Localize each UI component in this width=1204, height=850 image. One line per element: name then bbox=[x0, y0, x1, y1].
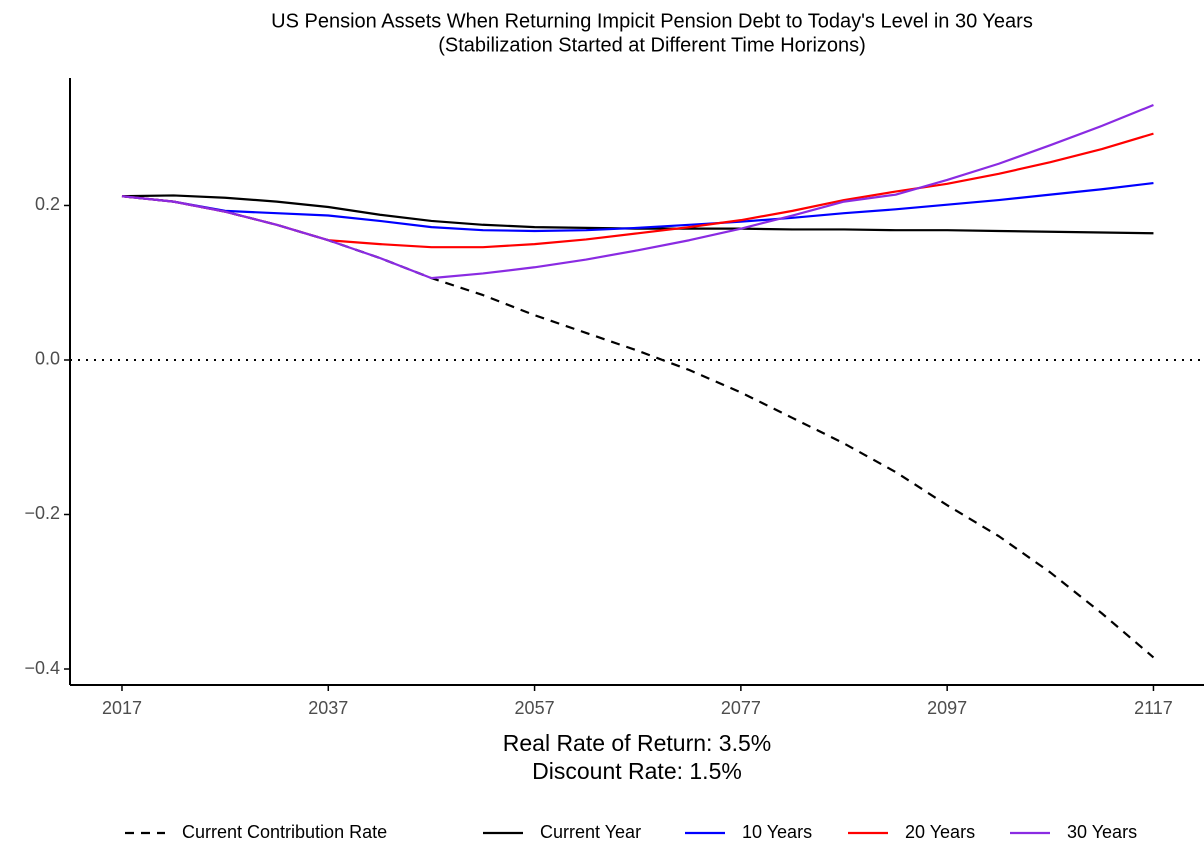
legend-label: 10 Years bbox=[742, 822, 812, 842]
series-line bbox=[121, 104, 1154, 280]
y-tick-label: 0.0 bbox=[35, 349, 60, 369]
legend-label: Current Year bbox=[540, 822, 641, 842]
x-tick-label: 2017 bbox=[102, 698, 142, 718]
chart-subtitle: (Stabilization Started at Different Time… bbox=[438, 34, 866, 56]
y-tick-label: −0.4 bbox=[24, 658, 60, 678]
x-tick-label: 2037 bbox=[308, 698, 348, 718]
chart-title: US Pension Assets When Returning Impicit… bbox=[271, 10, 1033, 32]
x-tick-label: 2057 bbox=[515, 698, 555, 718]
x-axis-title: Discount Rate: 1.5% bbox=[532, 758, 742, 784]
legend-label: 30 Years bbox=[1067, 822, 1137, 842]
x-axis-title: Real Rate of Return: 3.5% bbox=[503, 730, 771, 756]
series-line bbox=[121, 195, 1155, 659]
legend-label: Current Contribution Rate bbox=[182, 822, 387, 842]
x-tick-label: 2117 bbox=[1134, 698, 1173, 718]
series-line bbox=[121, 181, 1154, 233]
y-tick-label: 0.2 bbox=[35, 194, 60, 214]
x-tick-label: 2097 bbox=[927, 698, 967, 718]
y-tick-label: −0.2 bbox=[24, 503, 60, 523]
legend-label: 20 Years bbox=[905, 822, 975, 842]
x-tick-label: 2077 bbox=[721, 698, 761, 718]
